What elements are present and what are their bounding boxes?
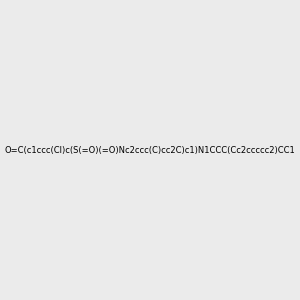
Text: O=C(c1ccc(Cl)c(S(=O)(=O)Nc2ccc(C)cc2C)c1)N1CCC(Cc2ccccc2)CC1: O=C(c1ccc(Cl)c(S(=O)(=O)Nc2ccc(C)cc2C)c1… xyxy=(4,146,296,154)
